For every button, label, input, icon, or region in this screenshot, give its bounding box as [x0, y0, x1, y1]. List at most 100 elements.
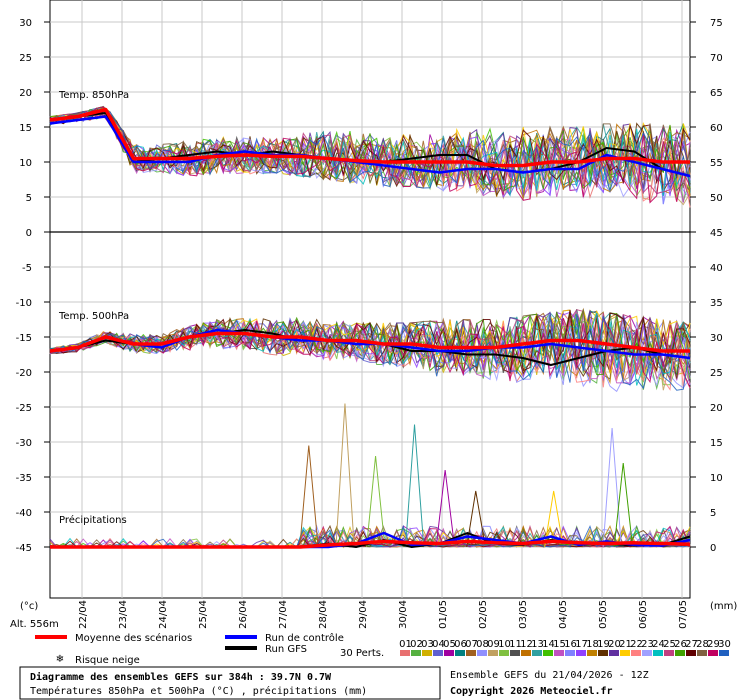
right-tick-label: 15: [710, 438, 723, 449]
legend-gfs-label: Run GFS: [265, 644, 307, 655]
right-tick-label: 5: [710, 508, 716, 519]
x-tick-label: 22/04: [78, 600, 89, 629]
precip-peak: [602, 427, 622, 548]
control-line: [49, 115, 691, 178]
right-tick-label: 40: [710, 263, 723, 274]
member-swatch: [411, 650, 421, 656]
member-line: [49, 111, 691, 203]
member-number-label: 25: [663, 639, 676, 650]
precip-peak: [405, 424, 425, 548]
panel-label-precip: Précipitations: [59, 514, 127, 526]
right-tick-label: 30: [710, 333, 723, 344]
x-tick-label: 02/05: [478, 600, 489, 629]
left-tick-label: 10: [19, 158, 32, 169]
footer-copyright: Copyright 2026 Meteociel.fr: [450, 685, 613, 697]
right-unit-label: (mm): [710, 601, 737, 612]
precip-peak: [335, 403, 355, 548]
member-swatch: [642, 650, 652, 656]
left-tick-label: -20: [16, 368, 32, 379]
member-swatch: [554, 650, 564, 656]
right-tick-label: 25: [710, 368, 723, 379]
member-swatch: [598, 650, 608, 656]
member-swatch: [455, 650, 465, 656]
member-number-label: 23: [641, 639, 654, 650]
x-tick-label: 24/04: [158, 600, 169, 629]
plot-frame: [49, 0, 691, 599]
member-swatch: [400, 650, 410, 656]
member-swatch: [587, 650, 597, 656]
left-tick-label: -30: [16, 438, 32, 449]
x-tick-label: 05/05: [598, 600, 609, 629]
member-number-label: 29: [707, 639, 720, 650]
right-tick-label: 0: [710, 543, 716, 554]
member-number-label: 21: [619, 639, 632, 650]
member-number-label: 06: [454, 639, 467, 650]
member-line: [49, 110, 691, 186]
footer-box: [19, 666, 441, 700]
left-tick-label: -40: [16, 508, 32, 519]
member-number-label: 03: [421, 639, 434, 650]
member-number-label: 14: [542, 639, 555, 650]
x-tick-label: 28/04: [318, 600, 329, 629]
member-line: [49, 106, 691, 194]
member-swatch: [433, 650, 443, 656]
right-tick-label: 10: [710, 473, 723, 484]
panel-label-500: Temp. 500hPa: [58, 311, 129, 322]
snowflake-icon: ❄: [56, 654, 64, 665]
member-number-label: 08: [476, 639, 489, 650]
precip-peak: [613, 462, 633, 548]
x-tick-label: 06/05: [638, 600, 649, 629]
member-number-label: 09: [487, 639, 500, 650]
left-tick-label: -15: [16, 333, 32, 344]
precip-peak: [435, 469, 455, 548]
member-number-label: 11: [509, 639, 522, 650]
member-number-label: 28: [696, 639, 709, 650]
member-swatch: [653, 650, 663, 656]
x-tick-label: 29/04: [358, 600, 369, 629]
member-line: [49, 314, 691, 380]
right-tick-label: 60: [710, 123, 723, 134]
right-tick-label: 70: [710, 53, 723, 64]
left-tick-label: 30: [19, 18, 32, 29]
member-number-label: 01: [399, 639, 412, 650]
member-line: [49, 106, 691, 204]
member-swatch: [422, 650, 432, 656]
left-tick-label: -45: [16, 543, 32, 554]
legend-perts-label: 30 Perts.: [340, 648, 384, 659]
left-tick-label: 0: [26, 228, 32, 239]
x-tick-label: 30/04: [398, 600, 409, 629]
member-line: [49, 110, 691, 193]
precip-peak: [466, 490, 486, 548]
member-swatch: [664, 650, 674, 656]
member-swatch: [499, 650, 509, 656]
member-number-label: 22: [630, 639, 643, 650]
precip-peak: [299, 445, 319, 548]
mean-line: [49, 331, 690, 353]
left-tick-label: 5: [26, 193, 32, 204]
member-swatch: [609, 650, 619, 656]
member-number-label: 15: [553, 639, 566, 650]
member-swatch: [675, 650, 685, 656]
left-tick-label: -10: [16, 298, 32, 309]
member-number-label: 13: [531, 639, 544, 650]
member-swatch: [466, 650, 476, 656]
right-tick-label: 55: [710, 158, 723, 169]
member-number-label: 26: [674, 639, 687, 650]
member-swatch: [631, 650, 641, 656]
left-unit-label: (°c): [20, 601, 38, 612]
member-swatch: [697, 650, 707, 656]
precip-peak: [544, 490, 564, 548]
x-tick-label: 01/05: [438, 600, 449, 629]
member-swatch: [708, 650, 718, 656]
footer-subtitle: Températures 850hPa et 500hPa (°C) , pré…: [30, 685, 367, 697]
x-tick-label: 03/05: [518, 600, 529, 629]
right-tick-label: 50: [710, 193, 723, 204]
member-number-label: 20: [608, 639, 621, 650]
x-tick-label: 07/05: [678, 600, 689, 629]
member-line: [49, 107, 691, 190]
right-tick-label: 20: [710, 403, 723, 414]
member-swatch: [576, 650, 586, 656]
altitude-label: Alt. 556m: [10, 619, 59, 630]
member-number-label: 24: [652, 639, 665, 650]
